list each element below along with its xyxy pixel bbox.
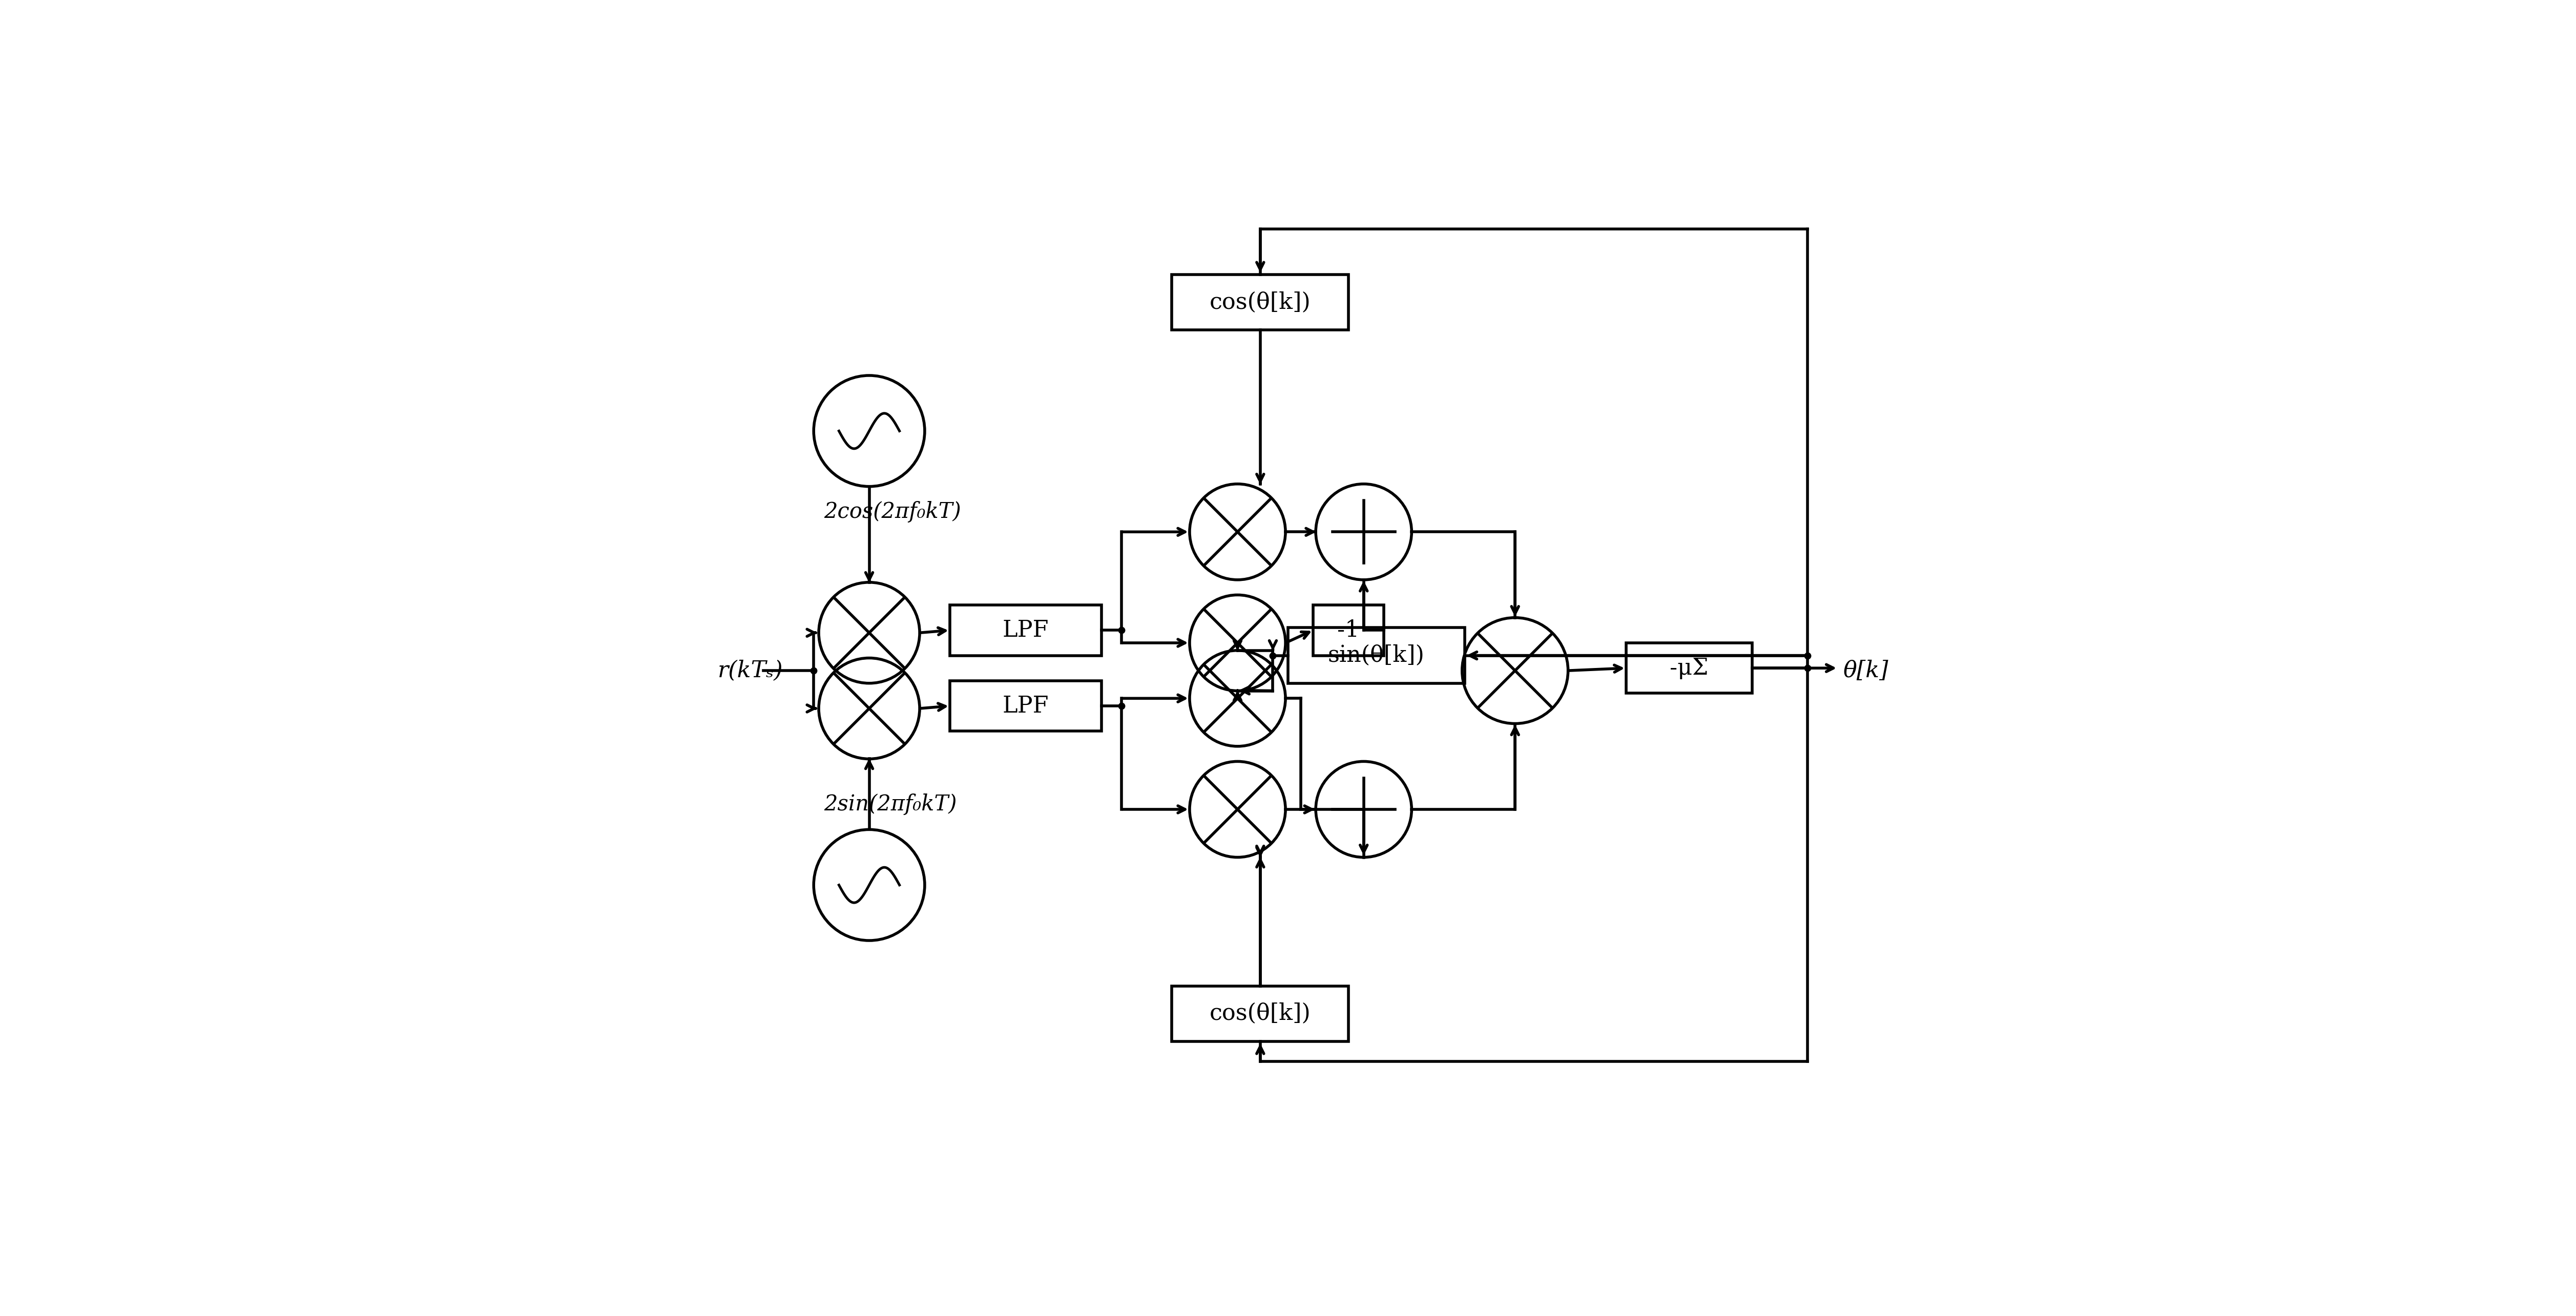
Text: r(kTₛ): r(kTₛ) <box>719 659 783 682</box>
Text: sin(θ[k]): sin(θ[k]) <box>1327 645 1425 666</box>
Bar <box>1288 628 1466 683</box>
Bar <box>951 605 1103 655</box>
Text: θ[k]: θ[k] <box>1842 659 1888 682</box>
Text: cos(θ[k]): cos(θ[k]) <box>1211 291 1311 313</box>
Text: 2cos(2πf₀kT): 2cos(2πf₀kT) <box>824 501 961 522</box>
Bar <box>1314 605 1383 655</box>
Bar <box>1172 986 1350 1041</box>
Text: LPF: LPF <box>1002 695 1048 717</box>
Bar <box>1625 642 1752 694</box>
Text: -1: -1 <box>1337 620 1360 641</box>
Bar <box>1172 275 1350 330</box>
Text: cos(θ[k]): cos(θ[k]) <box>1211 1003 1311 1025</box>
Text: -μΣ: -μΣ <box>1669 657 1708 679</box>
Text: 2sin(2πf₀kT): 2sin(2πf₀kT) <box>824 794 956 815</box>
Bar <box>951 680 1103 732</box>
Text: LPF: LPF <box>1002 620 1048 641</box>
